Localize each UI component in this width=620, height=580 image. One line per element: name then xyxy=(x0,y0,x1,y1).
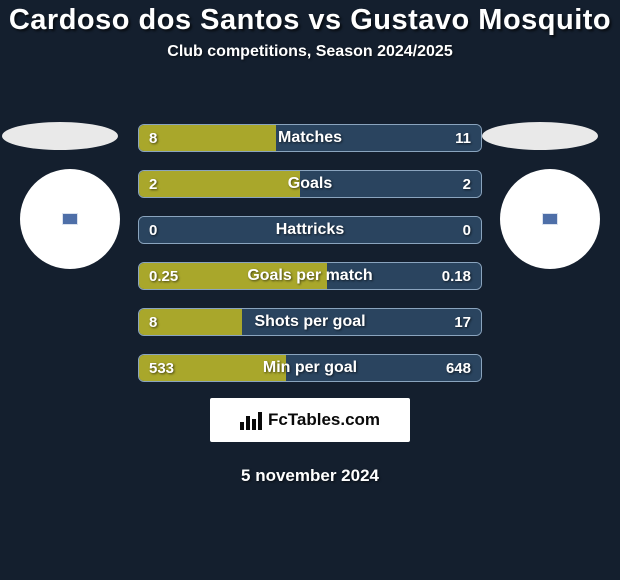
stat-value-right: 648 xyxy=(446,355,471,381)
stat-row: 00Hattricks xyxy=(138,216,482,244)
stat-fill-right xyxy=(242,309,481,335)
stat-fill-right xyxy=(139,217,481,243)
stat-value-right: 2 xyxy=(463,171,471,197)
stat-value-right: 11 xyxy=(455,125,471,151)
stat-row: 817Shots per goal xyxy=(138,308,482,336)
stat-fill-right xyxy=(276,125,481,151)
player-left-flag-icon xyxy=(62,213,78,225)
player-left-head xyxy=(20,169,120,269)
stat-row: 0.250.18Goals per match xyxy=(138,262,482,290)
stat-value-left: 0.25 xyxy=(149,263,178,289)
stat-fill-right xyxy=(300,171,481,197)
page-subtitle: Club competitions, Season 2024/2025 xyxy=(0,43,620,61)
stats-container: 811Matches22Goals00Hattricks0.250.18Goal… xyxy=(138,124,482,400)
stat-value-left: 0 xyxy=(149,217,157,243)
brand-text: FcTables.com xyxy=(268,410,380,430)
stat-value-left: 8 xyxy=(149,125,157,151)
player-right-torso xyxy=(482,122,598,150)
stat-row: 533648Min per goal xyxy=(138,354,482,382)
stat-value-right: 0 xyxy=(463,217,471,243)
date-text: 5 november 2024 xyxy=(0,466,620,486)
stat-value-right: 0.18 xyxy=(442,263,471,289)
comparison-infographic: Cardoso dos Santos vs Gustavo Mosquito C… xyxy=(0,0,620,580)
stat-value-left: 533 xyxy=(149,355,174,381)
stat-value-left: 2 xyxy=(149,171,157,197)
player-left-torso xyxy=(2,122,118,150)
stat-value-left: 8 xyxy=(149,309,157,335)
player-right-flag-icon xyxy=(542,213,558,225)
stat-fill-left xyxy=(139,125,276,151)
page-title: Cardoso dos Santos vs Gustavo Mosquito xyxy=(0,0,620,37)
stat-value-right: 17 xyxy=(454,309,471,335)
brand-badge: FcTables.com xyxy=(210,398,410,442)
brand-bars-icon xyxy=(240,410,262,430)
stat-fill-left xyxy=(139,171,300,197)
stat-row: 22Goals xyxy=(138,170,482,198)
player-right-head xyxy=(500,169,600,269)
stat-row: 811Matches xyxy=(138,124,482,152)
